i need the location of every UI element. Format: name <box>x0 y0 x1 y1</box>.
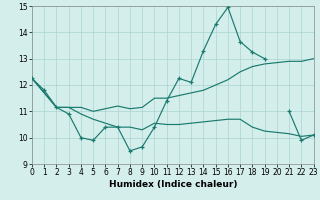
X-axis label: Humidex (Indice chaleur): Humidex (Indice chaleur) <box>108 180 237 189</box>
